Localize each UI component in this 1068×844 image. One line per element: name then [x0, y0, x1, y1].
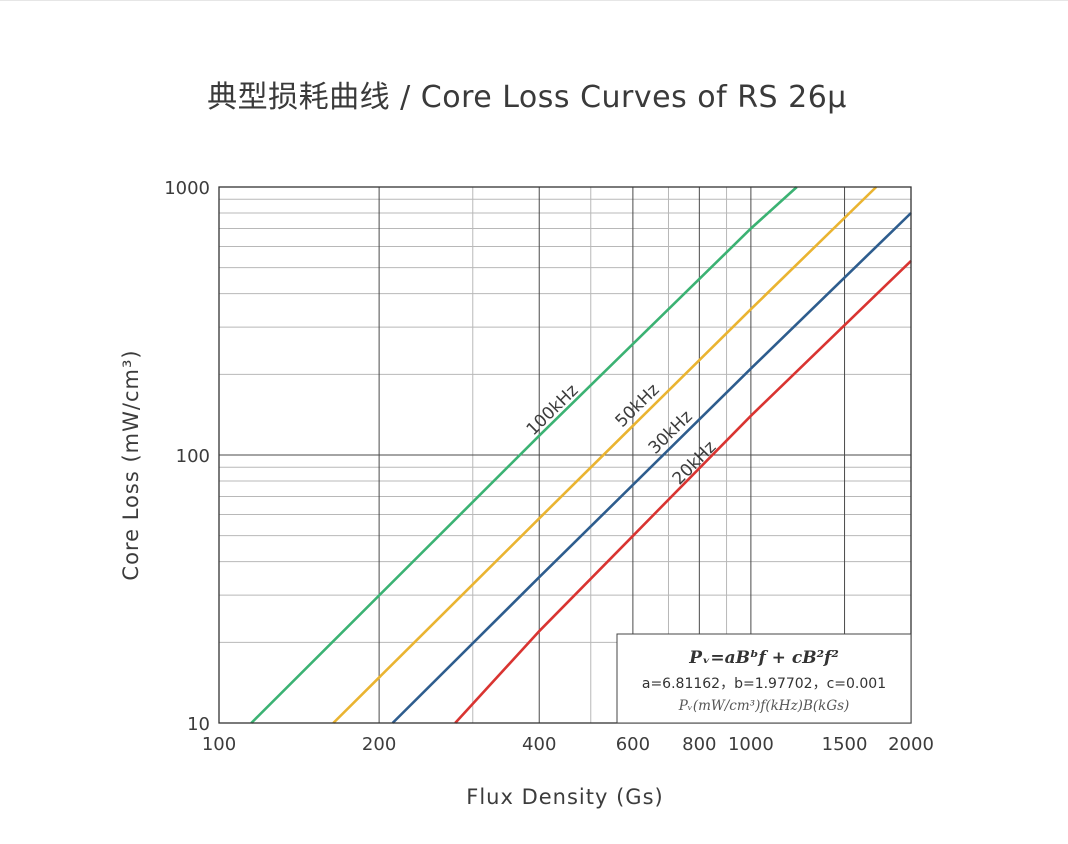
curve-50khz [332, 186, 878, 724]
curve-label-100khz: 100kHz [523, 381, 583, 440]
x-tick-label: 1500 [822, 734, 868, 755]
loss-curves [250, 186, 912, 724]
y-tick-label: 1000 [164, 178, 210, 199]
curve-30khz [391, 212, 912, 724]
x-tick-label: 2000 [888, 734, 934, 755]
x-tick-label: 1000 [728, 734, 774, 755]
top-divider [0, 0, 1068, 1]
curve-100khz [250, 186, 798, 724]
curve-label-30khz: 30kHz [645, 407, 697, 459]
curve-label-50khz: 50kHz [612, 380, 664, 432]
x-tick-label: 600 [616, 734, 650, 755]
formula-box-frame [616, 633, 912, 724]
y-axis-label: Core Loss (mW/cm³) [119, 349, 143, 580]
plot-frame [218, 186, 912, 724]
y-tick-label: 100 [176, 446, 210, 467]
formula-units: Pᵥ(mW/cm³)f(kHz)B(kGs) [678, 698, 850, 714]
x-tick-label: 800 [682, 734, 716, 755]
chart-title: 典型损耗曲线 / Core Loss Curves of RS 26μ [207, 80, 847, 115]
formula-equation: Pᵥ=aBᵇf + cB²f² [688, 648, 839, 668]
y-tick-labels: 10 100 1000 [164, 178, 210, 735]
formula-coefficients: a=6.81162，b=1.97702，c=0.001 [642, 676, 886, 692]
x-tick-label: 400 [522, 734, 556, 755]
formula-box: Pᵥ=aBᵇf + cB²f² a=6.81162，b=1.97702，c=0.… [616, 633, 912, 724]
y-tick-label: 10 [187, 714, 210, 735]
curve-20khz [454, 259, 912, 724]
x-tick-label: 200 [362, 734, 396, 755]
x-tick-label: 100 [202, 734, 236, 755]
minor-grid [219, 187, 911, 723]
x-tick-labels: 100 200 400 600 800 1000 1500 2000 [202, 734, 934, 755]
x-axis-label: Flux Density (Gs) [466, 785, 663, 809]
